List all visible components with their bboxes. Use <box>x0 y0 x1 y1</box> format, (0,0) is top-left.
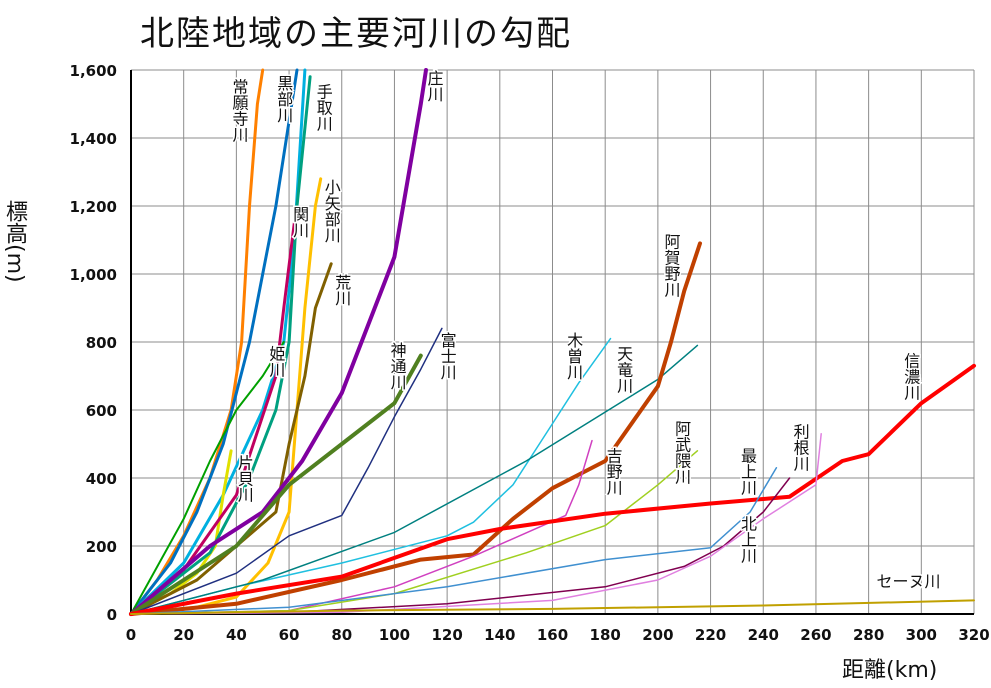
series-label: 富士川 <box>438 332 457 380</box>
series-label: 北上川 <box>738 515 757 563</box>
y-tick-label: 600 <box>86 402 117 420</box>
y-tick-label: 0 <box>107 606 117 624</box>
series-label: 姫川 <box>266 345 285 377</box>
series-label: 天竜川 <box>614 345 633 393</box>
x-tick-label: 180 <box>590 626 621 644</box>
series-label: 小矢部川 <box>322 179 341 243</box>
y-tick-label: 1,000 <box>70 266 117 284</box>
y-tick-label: 1,200 <box>70 198 117 216</box>
x-tick-label: 160 <box>537 626 568 644</box>
x-tick-label: 260 <box>800 626 831 644</box>
series-label: 信濃川 <box>901 352 920 400</box>
series-line <box>129 262 333 616</box>
y-tick-label: 1,400 <box>70 130 117 148</box>
x-tick-label: 60 <box>279 626 300 644</box>
x-tick-label: 40 <box>226 626 247 644</box>
series-label: 常願寺川 <box>230 79 249 143</box>
x-tick-label: 0 <box>126 626 136 644</box>
series-line <box>129 363 976 616</box>
x-tick-label: 80 <box>331 626 352 644</box>
series-line <box>130 599 975 615</box>
x-axis-label: 距離(km) <box>842 658 938 683</box>
y-tick-label: 800 <box>86 334 117 352</box>
series-line <box>130 467 778 615</box>
series-label: 手取川 <box>314 84 333 132</box>
x-tick-label: 220 <box>695 626 726 644</box>
x-tick-label: 20 <box>173 626 194 644</box>
series-label: 片貝川 <box>235 454 254 502</box>
series-label: 黒部川 <box>274 75 293 123</box>
y-tick-label: 400 <box>86 470 117 488</box>
series-line <box>129 241 702 616</box>
chart-title: 北陸地域の主要河川の勾配 <box>140 14 572 54</box>
series-line <box>129 68 428 616</box>
x-tick-label: 320 <box>958 626 989 644</box>
series-label: 最上川 <box>738 447 757 495</box>
y-tick-label: 200 <box>86 538 117 556</box>
series-line <box>129 68 299 616</box>
series-line <box>129 353 423 616</box>
x-tick-label: 240 <box>748 626 779 644</box>
series-line <box>130 341 285 615</box>
x-tick-label: 300 <box>906 626 937 644</box>
series-label: セーヌ川 <box>877 572 941 591</box>
series-label: 阿武隈川 <box>672 420 691 484</box>
x-tick-label: 280 <box>853 626 884 644</box>
series-line <box>130 327 443 615</box>
series-label: 庄川 <box>424 70 443 102</box>
x-tick-label: 200 <box>642 626 673 644</box>
series-label: 荒川 <box>332 274 351 306</box>
y-tick-label: 1,600 <box>70 62 117 80</box>
series-line <box>129 75 312 616</box>
x-tick-label: 140 <box>484 626 515 644</box>
y-axis-label: 標高(m) <box>2 200 27 283</box>
series-label: 利根川 <box>791 424 810 472</box>
series-label: 阿賀野川 <box>662 233 681 297</box>
series-label: 吉野川 <box>604 447 623 495</box>
series-line <box>130 344 699 615</box>
series-label: 関川 <box>290 206 309 238</box>
series-line <box>129 177 323 616</box>
series-label: 木曽川 <box>564 332 583 380</box>
x-tick-label: 120 <box>431 626 462 644</box>
series-line <box>130 337 612 615</box>
x-tick-label: 100 <box>379 626 410 644</box>
series-label: 神通川 <box>388 342 407 390</box>
